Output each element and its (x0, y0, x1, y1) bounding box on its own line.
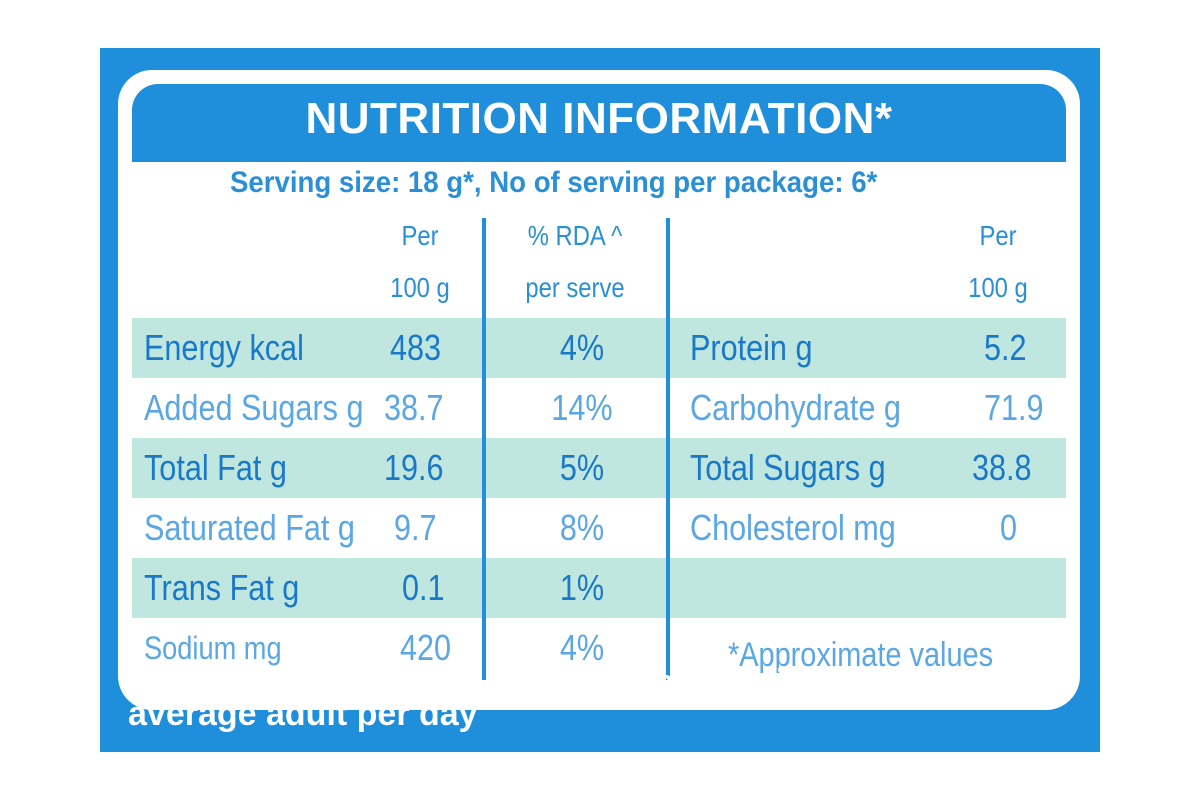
row-left-name: Total Fat g (144, 447, 287, 488)
header-col1-line1: Per (401, 220, 439, 251)
row-left-value: 38.7 (384, 387, 444, 428)
row-left-name: Energy kcal (144, 327, 304, 368)
table-row: Saturated Fat g 9.7 8% Cholesterol mg 0 (132, 498, 1066, 558)
row-rda: 4% (559, 327, 605, 368)
row-right-value: 38.8 (972, 447, 1032, 488)
row-rda: 14% (551, 387, 613, 428)
row-left-value: 19.6 (384, 447, 444, 488)
row-rda: 4% (559, 627, 605, 668)
row-right-name: Total Sugars g (690, 447, 886, 488)
row-rda: 5% (559, 447, 605, 488)
approximate-values-note: *Approximate values (728, 636, 994, 674)
title-bar: NUTRITION INFORMATION* (132, 84, 1066, 162)
row-left-value: 0.1 (402, 567, 445, 608)
row-right-name: Protein g (690, 327, 813, 368)
header-col1-line2: 100 g (390, 272, 450, 303)
nutrition-title: NUTRITION INFORMATION* (305, 94, 893, 143)
row-right-name: Cholesterol mg (690, 507, 896, 548)
nutrition-panel: NUTRITION INFORMATION* Serving size: 18 … (118, 70, 1080, 710)
column-divider (666, 218, 670, 680)
header-rda: % RDA ^ per serve (511, 210, 639, 314)
row-right-value: 71.9 (984, 387, 1044, 428)
header-col3-line1: Per (979, 220, 1017, 251)
row-rda: 1% (559, 567, 605, 608)
footnote-line2: average adult per day (128, 695, 478, 733)
header-per-100g-left: Per 100 g (386, 210, 454, 314)
row-left-name: Trans Fat g (144, 567, 300, 608)
footnote-line1: ^Recommended Dietary Allowance requireme… (128, 663, 954, 701)
row-left-name: Added Sugars g (144, 387, 364, 428)
column-divider (482, 218, 486, 680)
row-left-name: Sodium mg (144, 630, 282, 666)
row-rda: 8% (559, 507, 605, 548)
row-right-name: Carbohydrate g (690, 387, 901, 428)
table-row: Trans Fat g 0.1 1% (132, 558, 1066, 618)
row-left-name: Saturated Fat g (144, 507, 355, 548)
row-left-value: 420 (400, 627, 452, 668)
row-left-value: 483 (390, 327, 442, 368)
table-row: Added Sugars g 38.7 14% Carbohydrate g 7… (132, 378, 1066, 438)
header-col2-line1: % RDA ^ (527, 220, 623, 251)
header-col2-line2: per serve (525, 272, 625, 303)
row-left-value: 9.7 (394, 507, 437, 548)
row-right-value: 0 (1000, 507, 1018, 548)
nutrition-label: NUTRITION INFORMATION* Serving size: 18 … (100, 48, 1100, 752)
table-row: Total Fat g 19.6 5% Total Sugars g 38.8 (132, 438, 1066, 498)
table-row: Energy kcal 483 4% Protein g 5.2 (132, 318, 1066, 378)
header-per-100g-right: Per 100 g (964, 210, 1032, 314)
header-col3-line2: 100 g (968, 272, 1028, 303)
row-right-value: 5.2 (984, 327, 1027, 368)
table-row: Sodium mg 420 4% (132, 618, 1066, 678)
serving-info: Serving size: 18 g*, No of serving per p… (230, 166, 878, 199)
rda-footnote: ^Recommended Dietary Allowance requireme… (128, 663, 1088, 733)
